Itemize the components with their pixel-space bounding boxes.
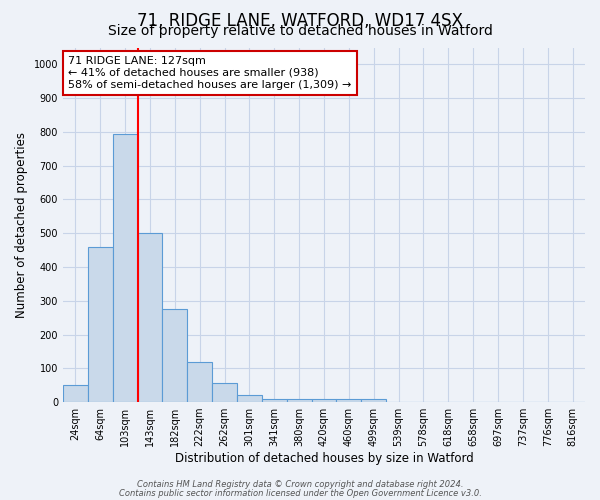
Bar	[262, 398, 287, 402]
X-axis label: Distribution of detached houses by size in Watford: Distribution of detached houses by size …	[175, 452, 473, 465]
Bar	[137, 233, 163, 402]
Bar	[63, 385, 88, 402]
Bar	[311, 398, 337, 402]
Y-axis label: Number of detached properties: Number of detached properties	[15, 132, 28, 318]
Text: 71 RIDGE LANE: 127sqm
← 41% of detached houses are smaller (938)
58% of semi-det: 71 RIDGE LANE: 127sqm ← 41% of detached …	[68, 56, 352, 90]
Bar	[237, 394, 262, 402]
Bar	[337, 398, 361, 402]
Bar	[113, 134, 137, 402]
Bar	[361, 398, 386, 402]
Bar	[88, 246, 113, 402]
Bar	[187, 362, 212, 402]
Bar	[212, 383, 237, 402]
Bar	[163, 309, 187, 402]
Bar	[287, 398, 311, 402]
Text: Contains public sector information licensed under the Open Government Licence v3: Contains public sector information licen…	[119, 488, 481, 498]
Text: Size of property relative to detached houses in Watford: Size of property relative to detached ho…	[107, 24, 493, 38]
Text: Contains HM Land Registry data © Crown copyright and database right 2024.: Contains HM Land Registry data © Crown c…	[137, 480, 463, 489]
Text: 71, RIDGE LANE, WATFORD, WD17 4SX: 71, RIDGE LANE, WATFORD, WD17 4SX	[137, 12, 463, 30]
